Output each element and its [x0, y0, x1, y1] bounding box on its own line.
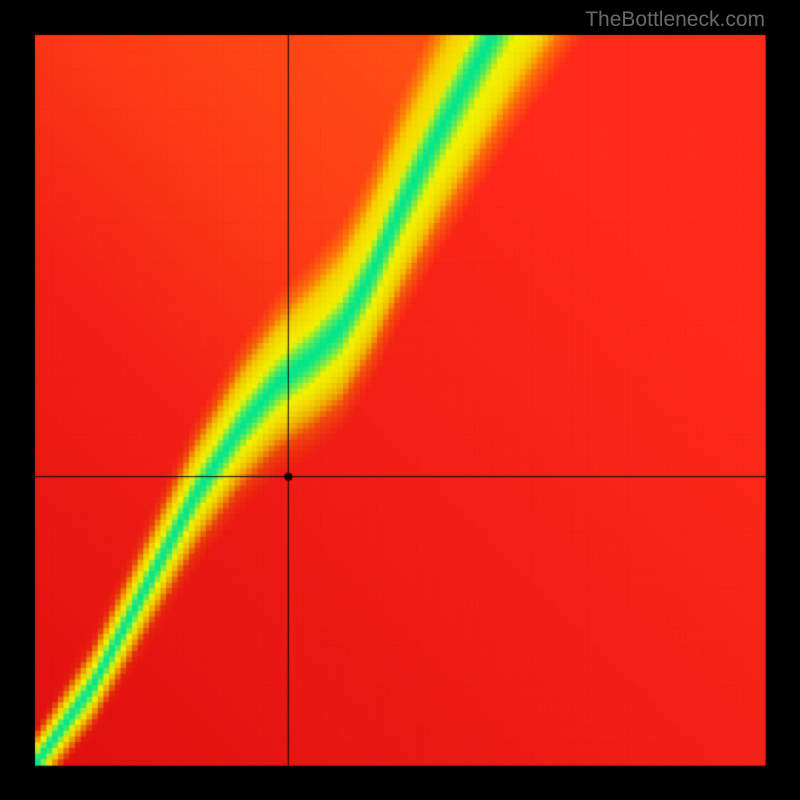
bottleneck-heatmap	[0, 0, 800, 800]
watermark-text: TheBottleneck.com	[585, 8, 765, 32]
chart-frame: TheBottleneck.com	[0, 0, 800, 800]
